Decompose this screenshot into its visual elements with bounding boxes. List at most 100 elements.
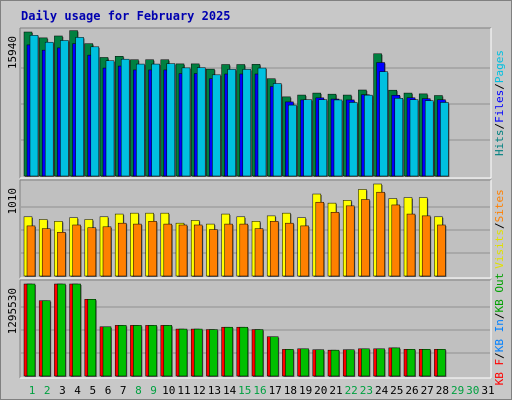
bar-sites-day-25: [391, 204, 401, 277]
bar-sites-day-24: [376, 191, 385, 277]
y-axis-max-label: 1010: [6, 188, 19, 215]
x-tick-day-27: 27: [421, 384, 434, 397]
bar-kb-out-day-28: [437, 349, 446, 377]
legend-kbytes: KB F/KB In/KB Out: [493, 273, 506, 386]
bar-sites-day-19: [300, 225, 309, 277]
bar-pages-day-23: [364, 94, 373, 177]
bar-pages-day-9: [151, 63, 160, 177]
bar-pages-day-18: [288, 104, 297, 177]
y-axis-max-label: 1295530: [6, 288, 19, 334]
bar-kb-out-day-6: [102, 326, 112, 377]
x-tick-day-5: 5: [89, 384, 96, 397]
bar-pages-day-20: [318, 99, 328, 177]
legend-entry: Files: [493, 90, 506, 123]
legend-entry: KB In: [493, 319, 506, 352]
bar-pages-day-2: [44, 41, 54, 177]
legend-visits-sites: Visits/Sites: [493, 189, 506, 269]
x-tick-day-30: 30: [466, 384, 479, 397]
x-tick-day-28: 28: [436, 384, 449, 397]
bar-kb-out-day-25: [391, 347, 401, 377]
bar-pages-day-4: [75, 37, 84, 177]
bar-sites-day-14: [224, 223, 233, 277]
legend-entry: KB F: [493, 359, 506, 386]
bar-sites-day-18: [285, 222, 294, 277]
x-tick-day-17: 17: [269, 384, 282, 397]
bar-sites-day-3: [57, 232, 66, 277]
bar-sites-day-20: [315, 201, 325, 277]
bar-kb-out-day-23: [361, 348, 370, 377]
x-tick-day-10: 10: [162, 384, 175, 397]
x-tick-day-26: 26: [405, 384, 418, 397]
bar-pages-day-25: [394, 98, 404, 177]
bar-pages-day-3: [60, 40, 69, 177]
bar-sites-day-13: [209, 229, 218, 277]
x-tick-day-16: 16: [253, 384, 266, 397]
x-tick-day-3: 3: [59, 384, 66, 397]
bar-sites-day-2: [41, 228, 51, 277]
bar-kb-out-day-7: [117, 325, 127, 377]
x-tick-day-24: 24: [375, 384, 389, 397]
x-tick-day-4: 4: [74, 384, 81, 397]
bar-pages-day-10: [166, 63, 176, 177]
bar-kb-out-day-10: [163, 325, 173, 377]
bar-pages-day-14: [227, 69, 236, 177]
bar-sites-day-6: [102, 226, 112, 277]
x-tick-day-31: 31: [481, 384, 494, 397]
x-tick-day-6: 6: [105, 384, 112, 397]
bar-pages-day-8: [136, 63, 145, 177]
bar-sites-day-23: [361, 199, 370, 277]
bar-pages-day-26: [409, 99, 419, 177]
bar-pages-day-13: [212, 74, 221, 177]
bar-pages-day-15: [242, 69, 252, 177]
bar-pages-day-27: [424, 100, 434, 177]
bar-sites-day-26: [406, 213, 416, 277]
x-tick-day-23: 23: [360, 384, 373, 397]
bar-kb-out-day-26: [406, 349, 416, 377]
bar-sites-day-8: [133, 223, 142, 277]
x-tick-day-19: 19: [299, 384, 312, 397]
bar-kb-out-day-16: [254, 329, 264, 377]
bar-sites-day-17: [269, 221, 279, 277]
bar-pages-day-22: [348, 102, 358, 177]
bar-kb-out-day-18: [285, 349, 294, 377]
bar-kb-out-day-21: [330, 349, 340, 377]
x-tick-day-11: 11: [177, 384, 190, 397]
bar-pages-day-19: [303, 99, 312, 177]
bar-kb-out-day-3: [57, 283, 66, 377]
x-tick-day-12: 12: [193, 384, 206, 397]
x-tick-day-2: 2: [44, 384, 51, 397]
bar-pages-day-6: [105, 60, 115, 177]
x-tick-day-8: 8: [135, 384, 142, 397]
bar-pages-day-16: [257, 67, 267, 177]
bar-pages-day-11: [181, 67, 191, 177]
bar-pages-day-21: [333, 99, 343, 177]
bar-kb-out-day-4: [72, 283, 81, 377]
bar-kb-out-day-24: [376, 348, 385, 377]
x-tick-day-29: 29: [451, 384, 464, 397]
bar-kb-out-day-17: [269, 336, 279, 377]
legend-entry: /: [493, 352, 506, 359]
bar-pages-day-7: [120, 58, 130, 177]
bar-kb-out-day-22: [345, 349, 355, 377]
bar-pages-day-12: [196, 67, 206, 177]
bar-sites-day-7: [117, 222, 127, 277]
bar-sites-day-27: [421, 215, 431, 277]
chart-title: Daily usage for February 2025: [21, 9, 231, 23]
bar-kb-out-day-15: [239, 326, 249, 377]
bar-kb-out-day-1: [26, 283, 36, 377]
legend-entry: Visits: [493, 229, 506, 269]
bar-sites-day-28: [437, 224, 446, 277]
bar-kb-out-day-8: [133, 325, 142, 377]
bar-pages-day-5: [90, 46, 100, 177]
bar-kb-out-day-14: [224, 326, 233, 377]
bar-pages-day-1: [29, 35, 39, 177]
x-tick-day-22: 22: [345, 384, 358, 397]
x-tick-day-14: 14: [223, 384, 237, 397]
legend-entry: /: [493, 83, 506, 90]
bar-sites-day-9: [148, 221, 157, 277]
x-tick-day-1: 1: [29, 384, 36, 397]
bar-sites-day-21: [330, 211, 340, 277]
x-tick-day-9: 9: [150, 384, 157, 397]
bar-kb-out-day-12: [193, 328, 203, 377]
